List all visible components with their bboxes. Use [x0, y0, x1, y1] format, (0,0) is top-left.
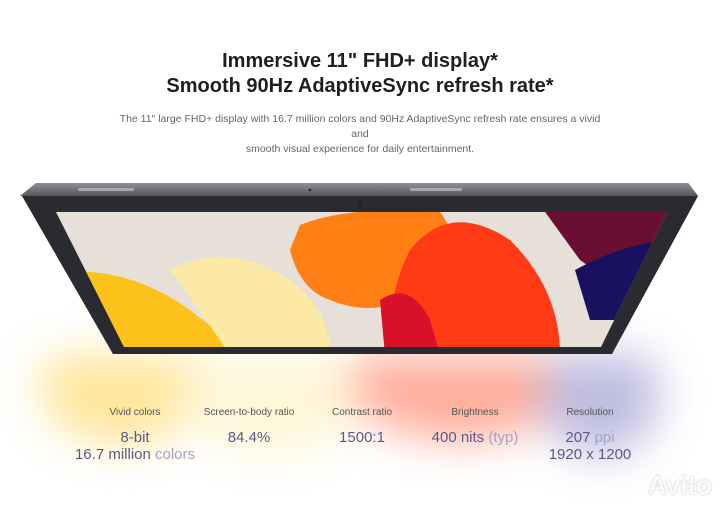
spec-value: 84.4%	[227, 429, 271, 446]
spec-vivid-colors: Vivid colors 8-bit 16.7 million colors	[60, 407, 210, 463]
tablet-image	[20, 183, 698, 354]
spec-resolution: Resolution 207 ppi 1920 x 1200	[515, 407, 665, 463]
spec-value-2: 1920 x 1200	[548, 446, 632, 463]
spec-value-light: ppi	[590, 429, 615, 446]
headline-line-2: Smooth 90Hz AdaptiveSync refresh rate*	[166, 75, 554, 97]
spec-label: Screen-to-body ratio	[203, 407, 295, 418]
spec-value: 8-bit	[120, 429, 150, 446]
headline-line-1: Immersive 11" FHD+ display*	[222, 50, 498, 72]
spec-label: Brightness	[451, 407, 499, 418]
spec-label: Contrast ratio	[331, 407, 393, 418]
spec-contrast: Contrast ratio 1500:1	[287, 407, 437, 446]
spec-value: 1500:1	[339, 429, 385, 446]
reflection-glow	[40, 355, 660, 455]
description: The 11" large FHD+ display with 16.7 mil…	[110, 112, 610, 157]
spec-value-main: 400 nits	[431, 429, 485, 446]
description-line-2: smooth visual experience for daily enter…	[245, 143, 475, 155]
spec-value-main: 16.7 million	[74, 446, 151, 463]
description-line-1: The 11" large FHD+ display with 16.7 mil…	[119, 113, 601, 140]
spec-brightness: Brightness 400 nits (typ)	[400, 407, 550, 446]
spec-value-main: 207	[565, 429, 591, 446]
spec-screen-to-body: Screen-to-body ratio 84.4%	[174, 407, 324, 446]
spec-value-light: (typ)	[484, 429, 519, 446]
avito-watermark: Avito	[647, 470, 712, 500]
spec-value-light: colors	[150, 446, 196, 463]
spec-label: Resolution	[566, 407, 614, 418]
spec-label: Vivid colors	[109, 407, 161, 418]
